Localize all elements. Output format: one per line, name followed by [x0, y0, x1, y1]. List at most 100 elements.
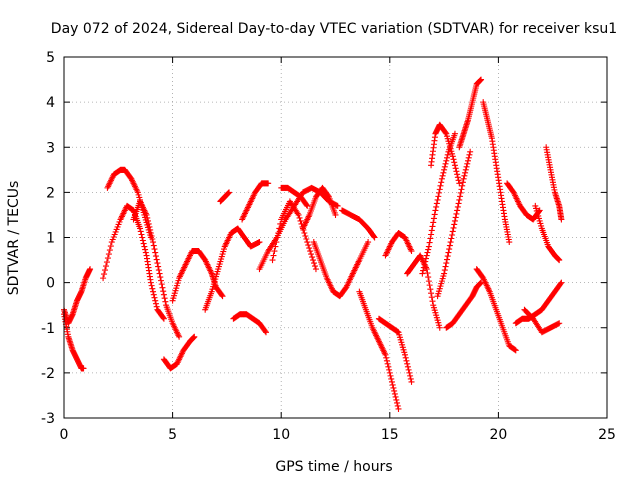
data-point [141, 243, 148, 250]
data-point [101, 271, 108, 278]
data-point [144, 214, 151, 221]
x-tick-label: 25 [598, 427, 616, 443]
series-arc-3 [100, 202, 167, 322]
data-point [382, 351, 389, 358]
data-point [147, 229, 154, 236]
data-point [431, 211, 438, 218]
data-point [153, 303, 160, 310]
data-point [148, 282, 155, 289]
grid-lines [64, 57, 607, 418]
data-point [150, 288, 157, 295]
data-point [265, 180, 272, 187]
data-point [459, 179, 466, 186]
data-point [459, 182, 466, 189]
data-point [454, 203, 461, 210]
data-point [153, 256, 160, 263]
data-point [303, 236, 310, 243]
data-point [155, 263, 162, 270]
series-arc-24 [434, 148, 474, 300]
data-point [451, 217, 458, 224]
data-point [446, 242, 453, 249]
series-arc-10 [230, 311, 269, 336]
y-tick-label: -2 [41, 366, 55, 382]
series-arc-13 [269, 198, 319, 273]
series-arc-27 [480, 99, 513, 246]
data-point [556, 257, 563, 264]
data-point [423, 252, 430, 259]
data-point [393, 396, 400, 403]
data-point [325, 192, 332, 199]
data-point [386, 366, 393, 373]
data-point [430, 215, 437, 222]
data-point [305, 242, 312, 249]
data-point [139, 237, 146, 244]
data-point [307, 248, 314, 255]
data-point [425, 278, 432, 285]
data-point [271, 248, 278, 255]
y-tick-label: 4 [46, 95, 55, 111]
data-point [425, 274, 432, 281]
series-arc-23 [428, 121, 463, 187]
data-point [457, 189, 464, 196]
series-arc-2 [61, 266, 94, 327]
data-point [437, 182, 444, 189]
data-point [140, 240, 147, 247]
data-point [432, 207, 439, 214]
data-point [226, 189, 233, 196]
data-point [427, 235, 434, 242]
data-point [87, 266, 94, 273]
data-point [389, 381, 396, 388]
data-point [451, 162, 458, 169]
data-point [103, 259, 110, 266]
data-point [427, 286, 434, 293]
data-point [442, 160, 449, 167]
data-point [447, 239, 454, 246]
data-point [441, 270, 448, 277]
data-point [439, 172, 446, 179]
data-point [162, 298, 169, 305]
series-arc-31 [532, 202, 563, 264]
data-point [302, 232, 309, 239]
data-point [383, 357, 390, 364]
data-point [147, 226, 154, 233]
data-point [478, 76, 485, 83]
data-point [404, 360, 411, 367]
series-arc-15 [299, 184, 339, 232]
data-point [436, 186, 443, 193]
data-point [455, 200, 462, 207]
y-tick-label: 3 [46, 140, 55, 156]
series-arc-5 [130, 198, 183, 340]
data-point [137, 225, 144, 232]
y-tick-label: 5 [46, 50, 55, 66]
data-point [426, 239, 433, 246]
data-point [407, 375, 414, 382]
data-point [148, 232, 155, 239]
x-axis-label: GPS time / hours [275, 459, 392, 475]
data-point [436, 324, 443, 331]
data-point [370, 233, 377, 240]
data-point [512, 347, 519, 354]
data-point [394, 402, 401, 409]
data-point [453, 210, 460, 217]
data-point [436, 189, 443, 196]
data-point [384, 360, 391, 367]
data-point [454, 174, 461, 181]
data-point [506, 239, 513, 246]
data-point [428, 294, 435, 301]
data-point [422, 258, 429, 265]
data-point [191, 333, 198, 340]
data-point [461, 172, 468, 179]
data-point [449, 228, 456, 235]
data-point [433, 200, 440, 207]
plot-frame [63, 56, 608, 419]
data-point [105, 251, 112, 258]
data-point [102, 263, 109, 270]
data-point [425, 246, 432, 253]
data-point [402, 354, 409, 361]
series-arc-28 [473, 266, 519, 354]
data-point [297, 217, 304, 224]
data-point [150, 291, 157, 298]
data-point [430, 219, 437, 226]
data-point [429, 298, 436, 305]
data-point [558, 279, 565, 286]
